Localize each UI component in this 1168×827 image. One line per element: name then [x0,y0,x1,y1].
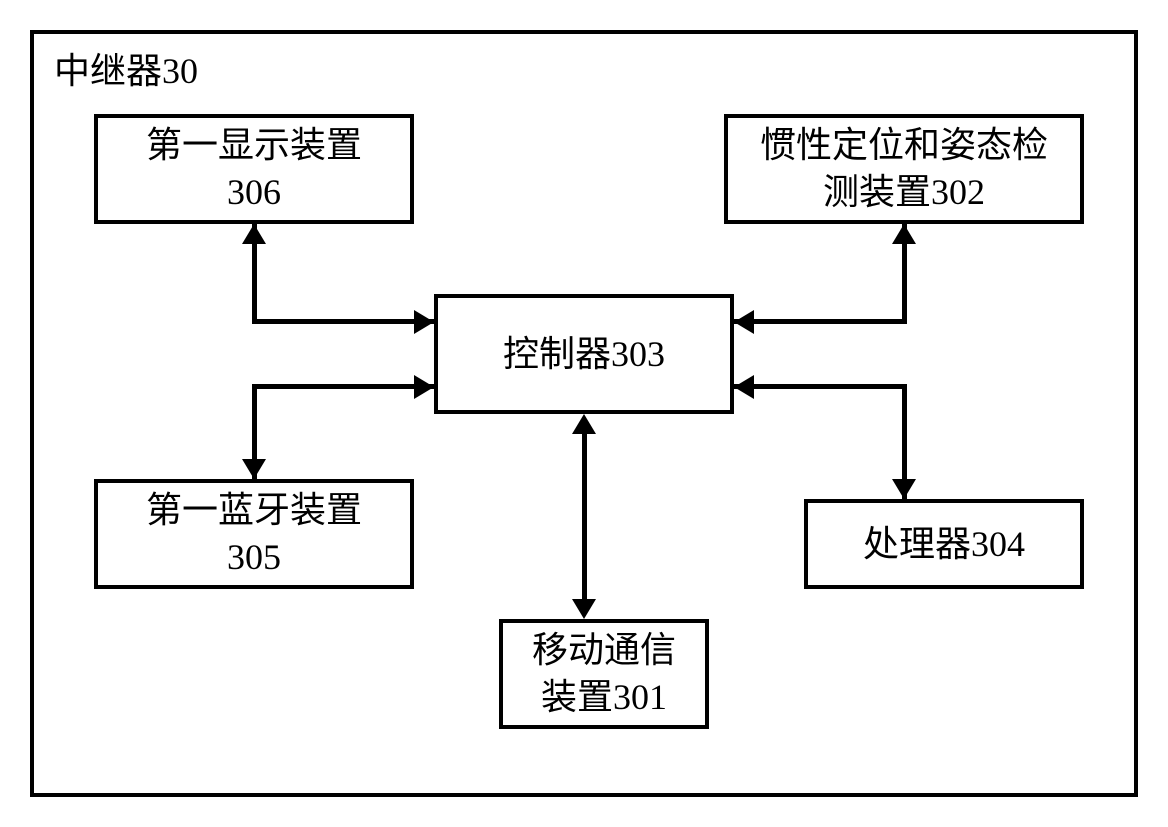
display-device-box: 第一显示装置 306 [94,114,414,224]
controller-label: 控制器303 [503,331,665,378]
arrow-processor-controller-h [734,384,907,389]
display-device-line2: 306 [146,169,362,216]
arrow-bluetooth-down [242,459,266,479]
arrow-processor-down [892,479,916,499]
arrow-mobile-up [572,414,596,434]
arrow-display-controller-h [252,319,434,324]
mobile-comm-line2: 装置301 [532,674,676,721]
processor-label: 处理器304 [863,521,1025,568]
bluetooth-device-box: 第一蓝牙装置 305 [94,479,414,589]
arrow-inertial-up [892,224,916,244]
bluetooth-device-line1: 第一蓝牙装置 [146,487,362,534]
mobile-comm-line1: 移动通信 [532,627,676,674]
arrow-processor-left [734,375,754,399]
inertial-device-line1: 惯性定位和姿态检 [760,122,1048,169]
arrow-mobile-controller [582,434,587,599]
arrow-bluetooth-right [414,375,434,399]
arrow-display-up [242,224,266,244]
arrow-bluetooth-controller-h [252,384,434,389]
repeater-container: 中继器30 第一显示装置 306 惯性定位和姿态检 测装置302 控制器303 … [30,30,1138,797]
display-device-line1: 第一显示装置 [146,122,362,169]
arrow-inertial-left [734,310,754,334]
mobile-comm-box: 移动通信 装置301 [499,619,709,729]
container-title: 中继器30 [54,42,198,94]
inertial-device-line2: 测装置302 [760,169,1048,216]
arrow-mobile-down [572,599,596,619]
arrow-inertial-controller-h [734,319,907,324]
processor-box: 处理器304 [804,499,1084,589]
arrow-display-right [414,310,434,334]
controller-box: 控制器303 [434,294,734,414]
bluetooth-device-line2: 305 [146,534,362,581]
inertial-device-box: 惯性定位和姿态检 测装置302 [724,114,1084,224]
